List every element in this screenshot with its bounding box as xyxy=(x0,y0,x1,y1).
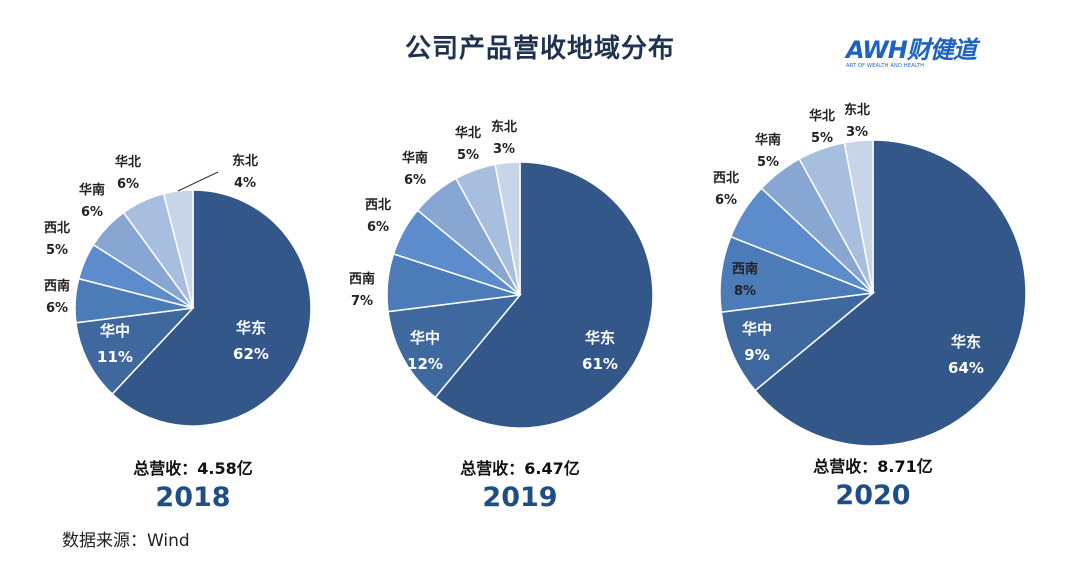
leader-line-2018-dongbei xyxy=(177,171,219,192)
pie-2019-slice-6 xyxy=(494,161,521,296)
year-label-2018: 2018 xyxy=(155,482,230,513)
pie-2018-label-3: 西北 xyxy=(44,221,70,236)
pie-2020-value-2: 8% xyxy=(734,284,756,299)
pie-2018-value-5: 6% xyxy=(117,177,139,192)
pie-2018-label-0: 华东 xyxy=(236,319,266,337)
pie-2019-value-6: 3% xyxy=(493,142,515,157)
pie-2019-label-5: 华北 xyxy=(455,125,481,141)
total-revenue-2018: 总营收：4.58亿 xyxy=(133,459,252,478)
pie-2020-label-6: 东北 xyxy=(844,102,870,118)
pie-2018-slice-0 xyxy=(111,189,312,427)
pie-2020-label-0: 华东 xyxy=(951,333,981,351)
pie-2019-value-5: 5% xyxy=(457,148,479,163)
pie-2020-label-2: 西南 xyxy=(732,261,758,277)
pie-2020-value-0: 64% xyxy=(948,359,984,377)
brand-tagline: ART OF WEALTH AND HEALTH xyxy=(846,63,925,69)
pie-2020-value-5: 5% xyxy=(811,131,833,146)
pie-2019-value-2: 7% xyxy=(351,294,373,309)
pie-2020-value-3: 6% xyxy=(715,193,737,208)
total-revenue-2019: 总营收：6.47亿 xyxy=(460,459,579,478)
pie-2018-value-1: 11% xyxy=(97,348,133,366)
pie-2018-value-0: 62% xyxy=(233,345,269,363)
page-title: 公司产品营收地域分布 xyxy=(404,34,675,64)
pie-2019-label-4: 华南 xyxy=(402,150,428,166)
pie-2020-value-1: 9% xyxy=(744,346,769,364)
pie-2019-label-1: 华中 xyxy=(410,329,440,347)
total-revenue-2020: 总营收：8.71亿 xyxy=(813,457,932,476)
pie-2019-value-1: 12% xyxy=(407,355,443,373)
pie-2020-slice-0 xyxy=(754,139,1027,447)
pie-2020-slice-6 xyxy=(843,139,874,294)
pie-2019-label-3: 西北 xyxy=(365,198,391,213)
pie-2020-label-4: 华南 xyxy=(755,132,781,148)
pie-2018-value-4: 6% xyxy=(81,205,103,220)
pie-2018-label-2: 西南 xyxy=(44,278,70,294)
pie-2019-label-6: 东北 xyxy=(491,119,517,135)
brand-name: AWH财健道 xyxy=(846,36,977,64)
pie-2019-value-3: 6% xyxy=(367,220,389,235)
pie-2019-label-2: 西南 xyxy=(349,271,375,287)
pie-2018-label-1: 华中 xyxy=(100,322,130,340)
pie-2019-slice-1 xyxy=(387,294,522,399)
pie-2020-label-5: 华北 xyxy=(809,108,835,124)
pie-2020-slice-1 xyxy=(720,291,876,392)
pie-2018-slice-1 xyxy=(75,306,195,396)
year-label-2020: 2020 xyxy=(835,480,910,511)
pie-2018-label-6: 东北 xyxy=(232,153,258,169)
pie-2019-value-0: 61% xyxy=(582,355,618,373)
pie-2018-value-3: 5% xyxy=(46,243,68,258)
data-source: 数据来源：Wind xyxy=(62,531,190,551)
pie-2019-value-4: 6% xyxy=(404,173,426,188)
year-label-2019: 2019 xyxy=(482,482,557,513)
pie-2019-label-0: 华东 xyxy=(585,329,615,347)
pie-2018-label-5: 华北 xyxy=(115,154,141,170)
brand-logo: AWH财健道 ART OF WEALTH AND HEALTH xyxy=(846,36,1006,76)
pie-2020-value-4: 5% xyxy=(757,155,779,170)
pie-2020-value-6: 3% xyxy=(846,125,868,140)
pie-2018-label-4: 华南 xyxy=(79,182,105,198)
pie-2019-slice-0 xyxy=(434,161,654,429)
pie-2020-label-1: 华中 xyxy=(742,320,772,338)
pie-2020-label-3: 西北 xyxy=(713,171,739,186)
pie-2018-value-2: 6% xyxy=(46,301,68,316)
pie-2018-value-6: 4% xyxy=(234,176,256,191)
